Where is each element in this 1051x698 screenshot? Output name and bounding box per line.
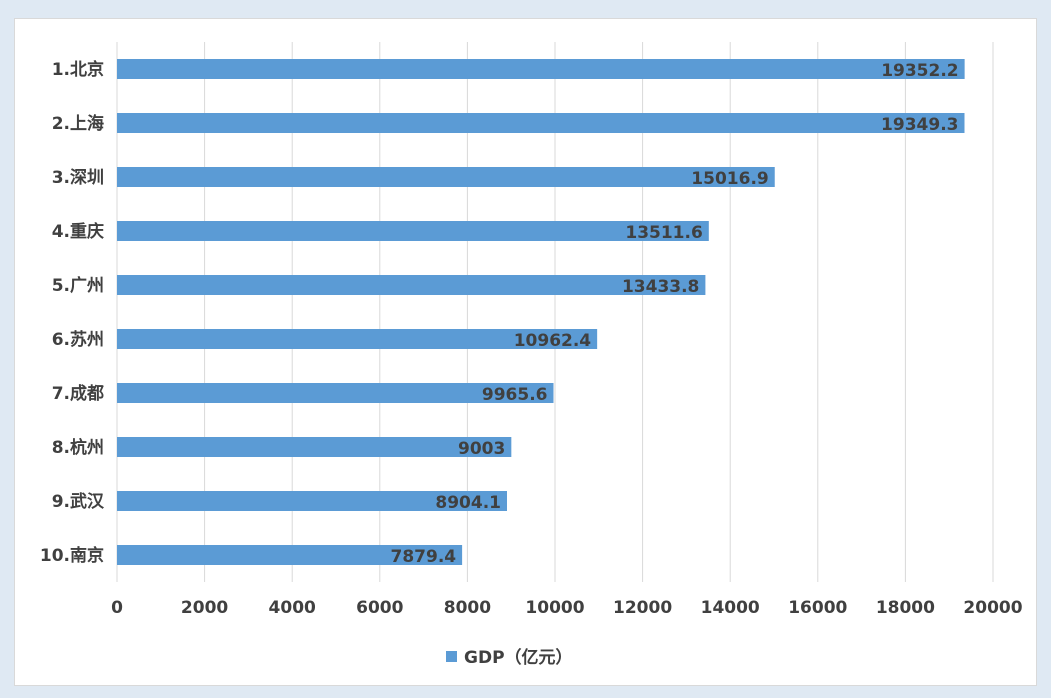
legend: GDP（亿元） [446,647,573,668]
category-label: 10.南京 [40,545,104,566]
bar [117,437,512,457]
category-label: 8.杭州 [52,437,104,458]
bar [117,221,709,241]
data-label: 10962.4 [514,331,592,351]
x-tick-label: 4000 [269,598,316,618]
bar [117,275,706,295]
data-label: 13433.8 [622,277,699,297]
data-label: 8904.1 [435,493,501,513]
x-tick-label: 6000 [356,598,403,618]
data-label: 15016.9 [691,169,768,189]
bars [117,59,965,565]
category-label: 9.武汉 [52,491,105,512]
x-tick-label: 16000 [788,598,847,618]
category-label: 2.上海 [52,113,104,134]
x-tick-label: 20000 [963,598,1022,618]
data-label: 19349.3 [881,115,958,135]
data-label: 7879.4 [391,547,457,567]
category-label: 7.成都 [52,383,104,404]
x-tick-label: 8000 [444,598,491,618]
x-tick-label: 18000 [876,598,935,618]
data-labels: 19352.2 19349.3 15016.9 13511.6 13433.8 10962… [391,61,959,567]
legend-swatch [446,651,457,662]
x-tick-label: 10000 [525,598,584,618]
x-axis-ticks: 0 2000 4000 6000 8000 10000 12000 14000 16000 180… [111,598,1023,618]
bar [117,59,965,79]
x-tick-label: 2000 [181,598,228,618]
bar [117,491,507,511]
data-label: 13511.6 [625,223,702,243]
category-label: 1.北京 [52,59,104,80]
category-label: 5.广州 [52,275,104,296]
x-tick-label: 12000 [613,598,672,618]
bar [117,167,775,187]
bar [117,545,463,565]
x-tick-label: 0 [111,598,123,618]
data-label: 9965.6 [482,385,548,405]
x-tick-label: 14000 [701,598,760,618]
bar [117,329,598,349]
legend-label: GDP（亿元） [464,647,573,668]
category-label: 3.深圳 [52,167,104,188]
bar [117,113,965,133]
category-labels: 1.北京 2.上海 3.深圳 4.重庆 5.广州 6.苏州 7.成都 8.杭州 9.武汉 10.南… [40,59,105,566]
bar [117,383,554,403]
category-label: 4.重庆 [52,221,104,242]
data-label: 9003 [458,439,505,459]
category-label: 6.苏州 [52,329,104,350]
data-label: 19352.2 [881,61,958,81]
